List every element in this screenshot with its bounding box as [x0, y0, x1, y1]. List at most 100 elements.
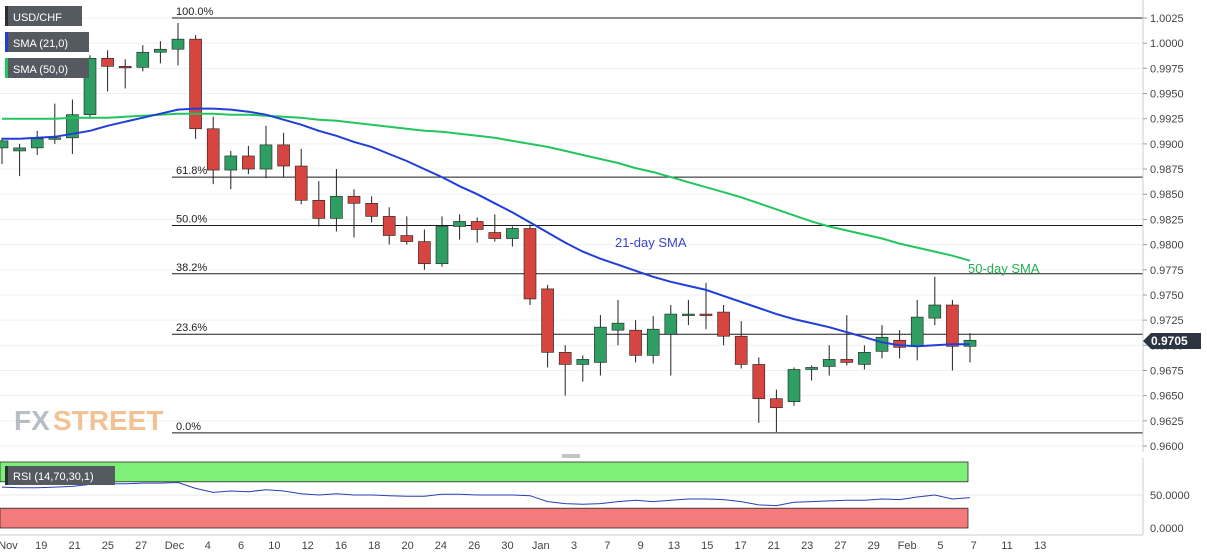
candle[interactable] — [629, 320, 642, 363]
candle[interactable] — [453, 214, 466, 240]
candle[interactable] — [682, 299, 695, 326]
candle[interactable] — [224, 150, 238, 190]
legend-sma50[interactable]: SMA (50,0) — [5, 58, 89, 78]
candle-body — [770, 398, 783, 409]
candle[interactable] — [189, 35, 202, 139]
candle[interactable] — [330, 169, 343, 232]
candles-layer — [0, 23, 977, 432]
last-price-tag: 0.9705 — [1143, 333, 1201, 349]
fibonacci-label: 23.6% — [176, 322, 207, 334]
candle[interactable] — [382, 207, 396, 245]
rsi-oversold-zone — [0, 507, 969, 529]
candle[interactable] — [118, 59, 132, 89]
candle[interactable] — [154, 41, 167, 64]
candle[interactable] — [171, 23, 185, 66]
time-tick-label: 21 — [68, 540, 80, 552]
price-tick-label: 0.9950 — [1150, 89, 1184, 101]
candle[interactable] — [277, 132, 290, 178]
candle[interactable] — [717, 305, 730, 346]
candle[interactable] — [294, 148, 308, 205]
candle[interactable] — [242, 145, 255, 175]
candle-body — [224, 155, 238, 171]
candle[interactable] — [400, 216, 414, 245]
candle[interactable] — [594, 315, 607, 376]
candle-body — [470, 221, 484, 230]
candle[interactable] — [101, 50, 114, 92]
candle[interactable] — [558, 345, 572, 396]
candle[interactable] — [822, 345, 836, 376]
candle-body — [294, 165, 308, 201]
candle[interactable] — [365, 196, 378, 223]
candle-body — [48, 137, 62, 140]
rsi-tick-label: 50.0000 — [1150, 490, 1190, 502]
legend-pair[interactable]: USD/CHF — [5, 6, 82, 26]
candle[interactable] — [611, 299, 625, 346]
candle[interactable] — [523, 224, 537, 306]
candle[interactable] — [805, 365, 818, 381]
candle[interactable] — [30, 130, 44, 155]
candle-body — [118, 66, 132, 69]
fxstreet-watermark-left: FX — [14, 405, 50, 436]
candle[interactable] — [840, 315, 854, 366]
legend-rsi[interactable]: RSI (14,70,30,1) — [5, 466, 115, 485]
legend-sma50-label: SMA (50,0) — [13, 64, 68, 76]
candle[interactable] — [259, 125, 273, 179]
pane-resize-handle[interactable] — [0, 452, 1207, 460]
candle-body — [453, 221, 466, 227]
candle-body — [312, 199, 326, 219]
candle[interactable] — [928, 276, 942, 326]
candle[interactable] — [347, 189, 361, 238]
candle[interactable] — [312, 181, 326, 227]
legend-rsi-label: RSI (14,70,30,1) — [13, 471, 94, 483]
candle-body — [154, 48, 167, 53]
candle[interactable] — [576, 355, 590, 382]
time-tick-label: 13 — [1034, 540, 1046, 552]
candle-body — [752, 364, 766, 399]
candle[interactable] — [963, 333, 977, 363]
candle[interactable] — [946, 299, 959, 371]
time-tick-label: 16 — [335, 540, 347, 552]
candle[interactable] — [488, 214, 502, 242]
fibonacci-layer: 100.0% 61.8% 50.0% 38.2% 23.6% 0.0% — [172, 6, 1143, 434]
candle[interactable] — [136, 45, 150, 72]
legend-pair-label: USD/CHF — [13, 12, 62, 24]
time-tick-label: 12 — [302, 540, 314, 552]
price-tick-label: 0.9900 — [1150, 139, 1184, 151]
candle-body — [136, 51, 150, 68]
candle[interactable] — [752, 357, 766, 423]
time-tick-label: 7 — [604, 540, 610, 552]
time-tick-label: 15 — [701, 540, 713, 552]
candle-body — [330, 195, 343, 219]
candle[interactable] — [770, 389, 783, 432]
sma-layer — [2, 107, 971, 348]
candle[interactable] — [418, 229, 431, 270]
legend-sma21[interactable]: SMA (21,0) — [5, 32, 89, 52]
fxstreet-watermark-right: STREET — [53, 405, 163, 436]
candle-body — [347, 195, 361, 204]
candle[interactable] — [910, 299, 924, 361]
candle[interactable] — [734, 321, 748, 369]
candle[interactable] — [66, 99, 79, 154]
candle-body — [910, 316, 924, 347]
candle[interactable] — [0, 137, 9, 165]
time-tick-label: 4 — [205, 540, 211, 552]
candle[interactable] — [206, 116, 220, 185]
candle[interactable] — [470, 217, 484, 243]
candle[interactable] — [787, 367, 801, 406]
price-tick-label: 0.9625 — [1150, 416, 1184, 428]
candle[interactable] — [435, 216, 449, 267]
candle[interactable] — [506, 226, 519, 247]
time-tick-label: 27 — [135, 540, 147, 552]
price-tick-label: 0.9775 — [1150, 265, 1184, 277]
candle[interactable] — [858, 345, 871, 370]
candle-body — [435, 226, 449, 265]
candle[interactable] — [13, 143, 26, 177]
candle[interactable] — [646, 316, 660, 364]
candle[interactable] — [664, 305, 678, 376]
candle-body — [787, 369, 801, 402]
candle-body — [928, 304, 942, 319]
candle-body — [646, 328, 660, 356]
candle[interactable] — [541, 284, 554, 368]
rsi-line — [1, 481, 971, 507]
candle-body — [418, 241, 431, 265]
